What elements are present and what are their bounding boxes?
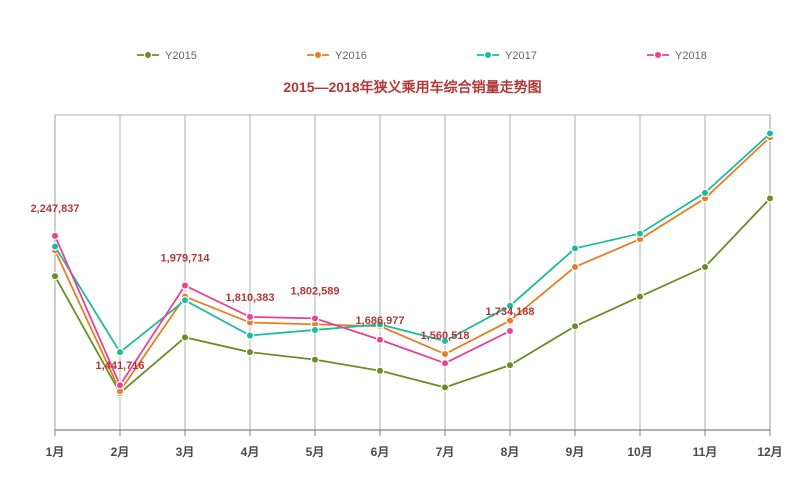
x-tick-label: 5月 bbox=[306, 445, 325, 459]
x-tick-label: 4月 bbox=[241, 445, 260, 459]
series-marker-y2015 bbox=[376, 367, 383, 374]
legend-label: Y2018 bbox=[675, 50, 707, 62]
series-marker-y2017 bbox=[766, 130, 773, 137]
x-tick-label: 10月 bbox=[627, 445, 652, 459]
chart-container: 1月 2月 3月 4月 5月 6月 7月 8月 9月 10月 11月 12月 2,247,837 1,44… bbox=[0, 0, 800, 500]
series-marker-y2015 bbox=[701, 263, 708, 270]
series-marker-y2015 bbox=[181, 334, 188, 341]
series-marker-y2017 bbox=[636, 230, 643, 237]
x-tick-label: 7月 bbox=[436, 445, 455, 459]
series-marker-y2016 bbox=[506, 317, 513, 324]
series-marker-y2018 bbox=[51, 232, 58, 239]
series-marker-y2015 bbox=[441, 384, 448, 391]
x-tick-label: 8月 bbox=[501, 445, 520, 459]
series-marker-y2017 bbox=[311, 326, 318, 333]
series-marker-y2018 bbox=[181, 282, 188, 289]
data-label: 1,734,188 bbox=[486, 306, 535, 318]
series-marker-y2016 bbox=[441, 350, 448, 357]
series-marker-y2017 bbox=[571, 245, 578, 252]
series-marker-y2018 bbox=[246, 313, 253, 320]
legend-label: Y2017 bbox=[505, 50, 537, 62]
data-label: 1,979,714 bbox=[161, 253, 211, 265]
series-marker-y2017 bbox=[246, 332, 253, 339]
data-label: 2,247,837 bbox=[31, 203, 80, 215]
legend-label: Y2016 bbox=[335, 50, 367, 62]
series-marker-y2017 bbox=[701, 189, 708, 196]
series-marker-y2018 bbox=[441, 360, 448, 367]
series-marker-y2018 bbox=[311, 315, 318, 322]
x-tick-label: 9月 bbox=[566, 445, 585, 459]
chart-title: 2015—2018年狭义乘用车综合销量走势图 bbox=[283, 79, 541, 95]
x-tick-label: 6月 bbox=[371, 445, 390, 459]
series-marker-y2018 bbox=[116, 382, 123, 389]
series-marker-y2017 bbox=[181, 297, 188, 304]
series-marker-y2015 bbox=[636, 293, 643, 300]
series-marker-y2015 bbox=[311, 356, 318, 363]
data-label: 1,810,383 bbox=[226, 292, 275, 304]
series-marker-y2016 bbox=[571, 263, 578, 270]
data-label: 1,441,716 bbox=[96, 360, 145, 372]
series-marker-y2015 bbox=[246, 349, 253, 356]
x-tick-label: 12月 bbox=[757, 445, 782, 459]
legend-label: Y2015 bbox=[165, 50, 197, 62]
x-tick-label: 2月 bbox=[111, 445, 130, 459]
series-marker-y2015 bbox=[571, 323, 578, 330]
legend-marker bbox=[144, 51, 151, 58]
data-label: 1,560,518 bbox=[421, 330, 470, 342]
data-label: 1,802,589 bbox=[291, 285, 340, 297]
line-chart-svg: 1月 2月 3月 4月 5月 6月 7月 8月 9月 10月 11月 12月 2,247,837 1,44… bbox=[0, 0, 800, 500]
series-marker-y2017 bbox=[116, 349, 123, 356]
x-tick-label: 11月 bbox=[693, 445, 718, 459]
x-tick-label: 1月 bbox=[46, 445, 65, 459]
legend-marker bbox=[314, 51, 321, 58]
series-marker-y2015 bbox=[51, 273, 58, 280]
legend-marker bbox=[654, 51, 661, 58]
series-marker-y2017 bbox=[51, 243, 58, 250]
series-marker-y2015 bbox=[506, 362, 513, 369]
series-marker-y2015 bbox=[766, 195, 773, 202]
x-tick-label: 3月 bbox=[176, 445, 195, 459]
legend-marker bbox=[484, 51, 491, 58]
data-label: 1,686,977 bbox=[356, 315, 405, 327]
series-marker-y2018 bbox=[376, 336, 383, 343]
series-marker-y2018 bbox=[506, 327, 513, 334]
